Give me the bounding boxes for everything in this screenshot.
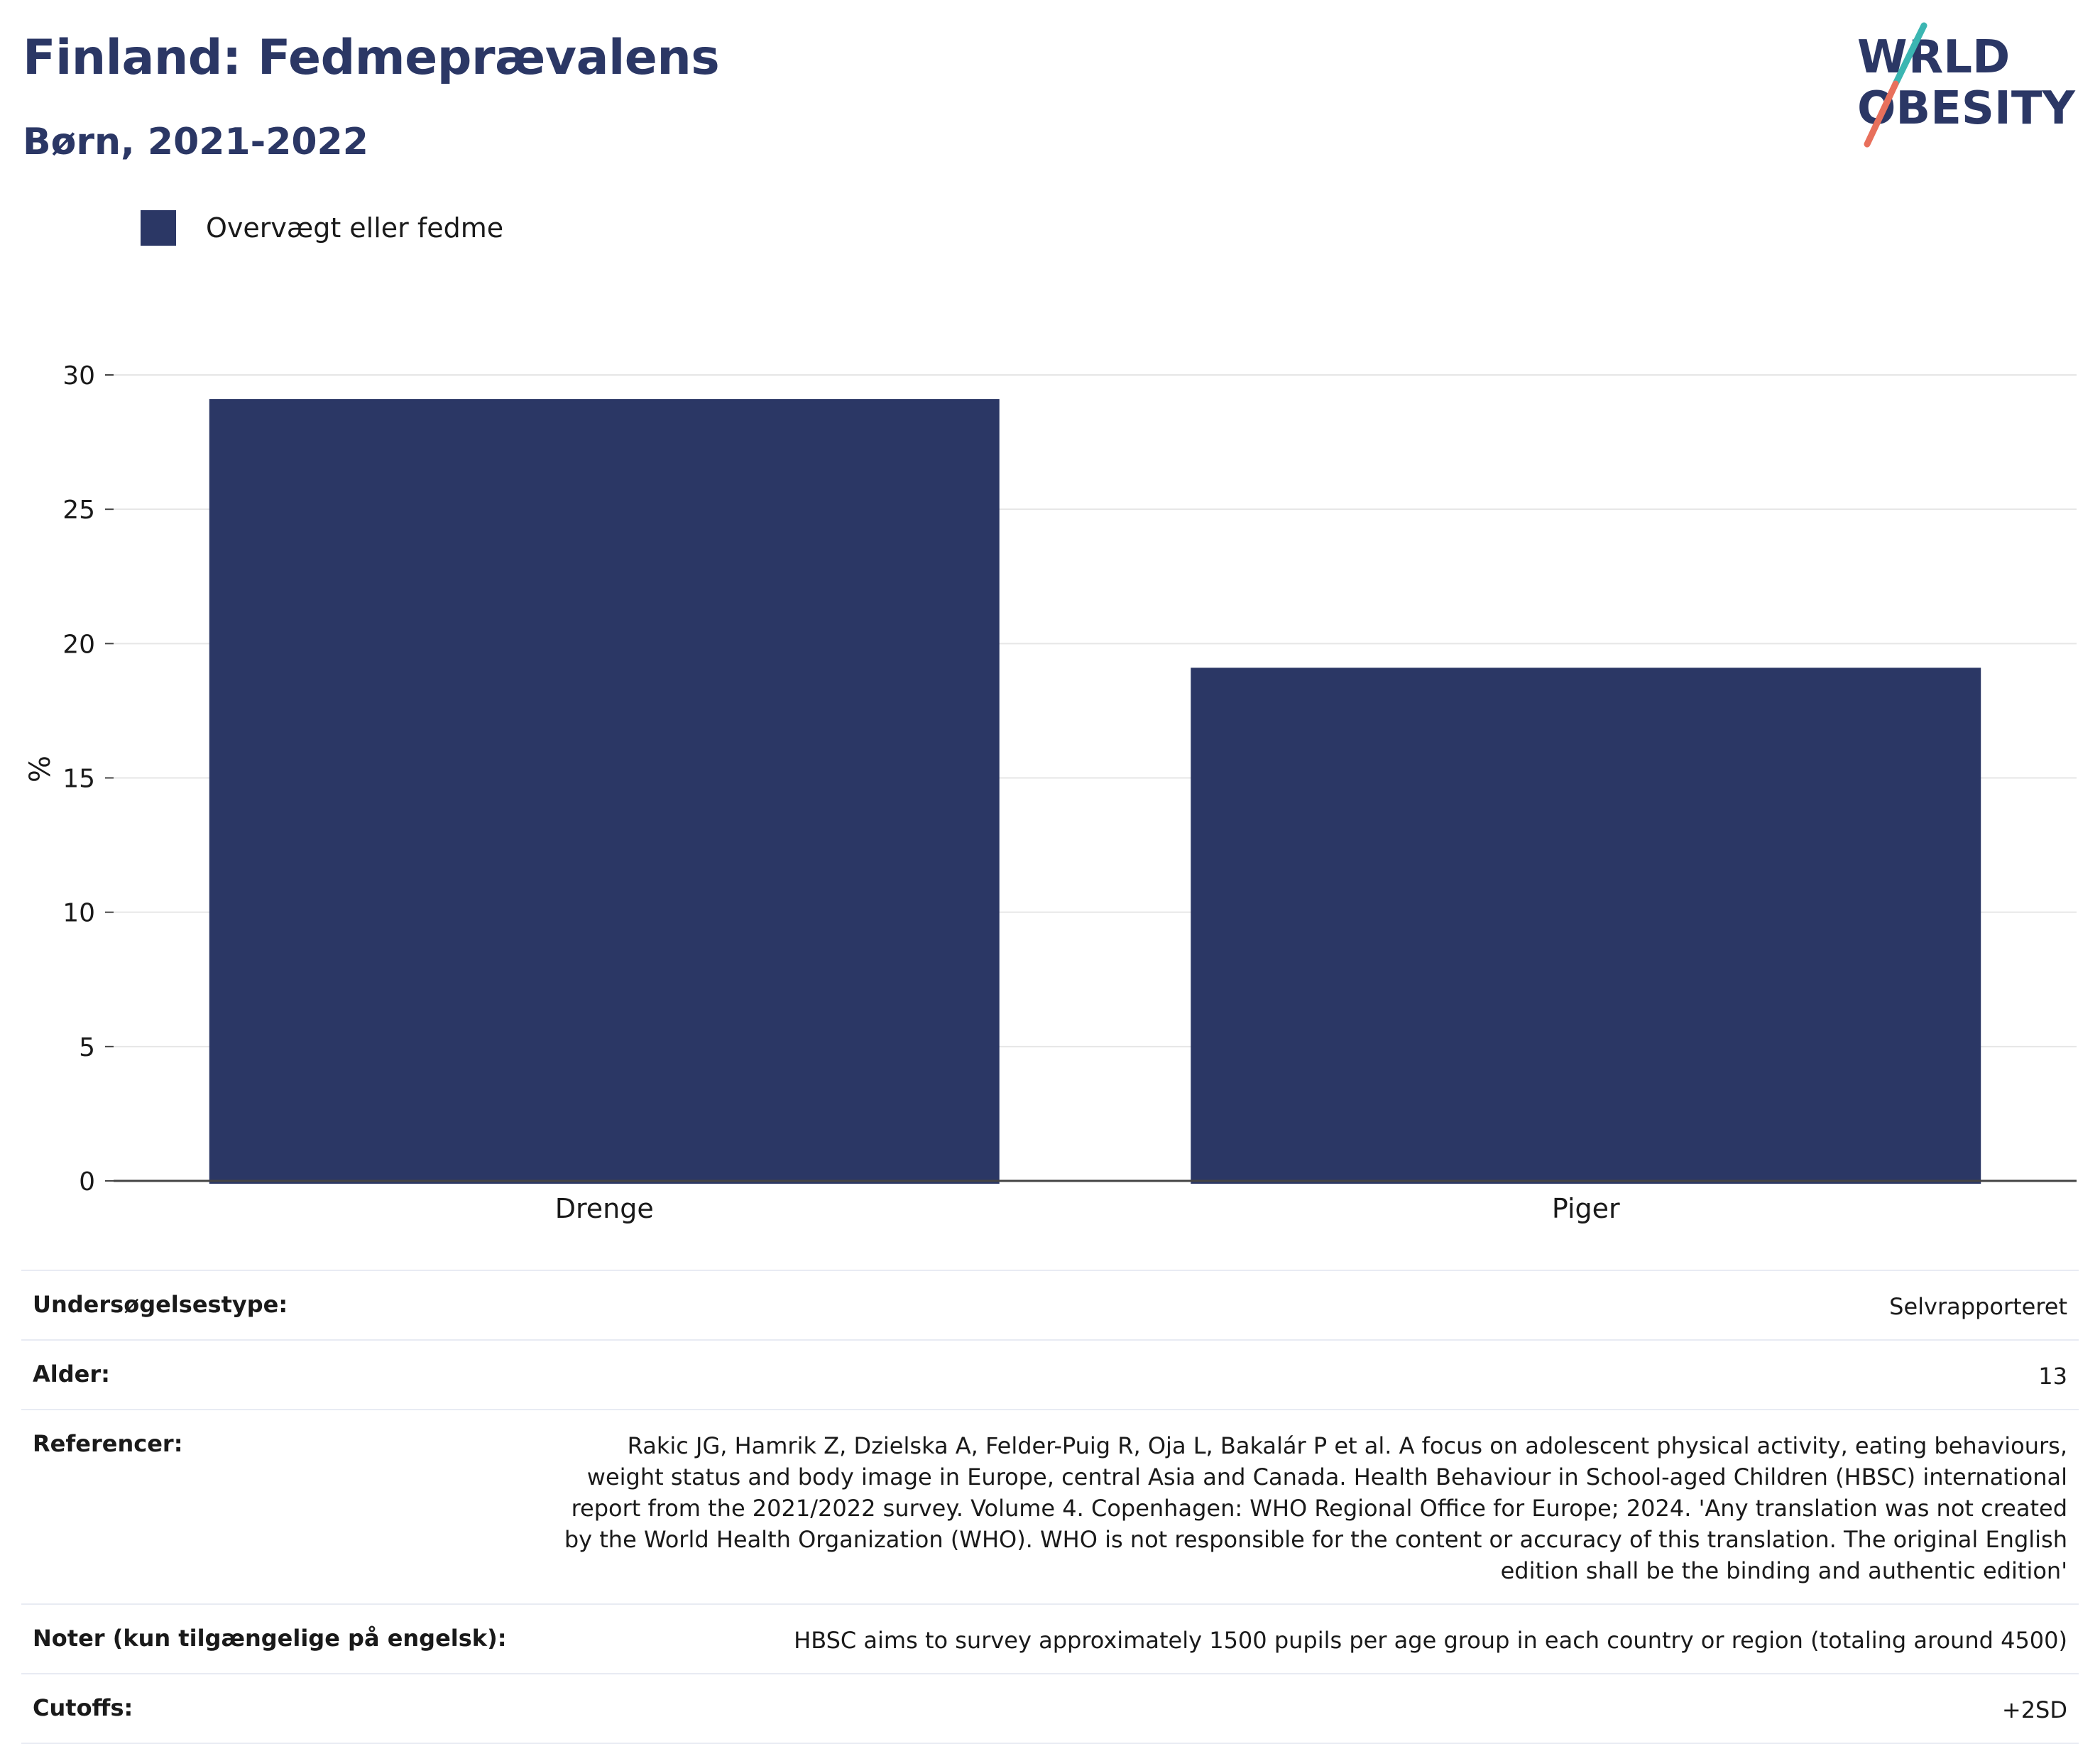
info-table: Undersøgelsestype: Selvrapporteret Alder… (21, 1270, 2079, 1744)
info-key: Referencer: (33, 1430, 183, 1457)
info-value: Selvrapporteret (1889, 1293, 2067, 1320)
info-key: Alder: (33, 1361, 110, 1388)
bar-chart: 0 5 10 15 20 25 30 Drenge Piger (62, 361, 2077, 1224)
world-obesity-logo: W RLD OBESITY (1857, 22, 2075, 148)
legend-label: Overvægt eller fedme (206, 212, 504, 244)
info-row-survey-type: Undersøgelsestype: Selvrapporteret (21, 1270, 2079, 1339)
y-tick-label: 15 (62, 765, 95, 794)
info-row-cutoffs: Cutoffs: +2SD (21, 1673, 2079, 1744)
page-title: Finland: Fedmeprævalens (23, 30, 720, 86)
y-tick-label: 0 (79, 1167, 95, 1197)
y-tick-label: 5 (79, 1033, 95, 1062)
legend-swatch (141, 210, 176, 246)
info-row-age: Alder: 13 (21, 1339, 2079, 1409)
info-key: Cutoffs: (33, 1694, 133, 1721)
info-value: 13 (2038, 1363, 2067, 1390)
info-key: Noter (kun tilgængelige på engelsk): (33, 1625, 507, 1652)
info-value: +2SD (2001, 1696, 2067, 1723)
x-tick-label: Piger (1552, 1193, 1620, 1224)
y-tick-label: 30 (62, 361, 95, 391)
bar-drenge (209, 399, 1000, 1184)
y-tick-label: 25 (62, 496, 95, 525)
info-row-notes: Noter (kun tilgængelige på engelsk): HBS… (21, 1603, 2079, 1673)
bar-piger (1191, 667, 1981, 1184)
chart-legend: Overvægt eller fedme (141, 210, 503, 246)
svg-text:RLD: RLD (1908, 31, 2010, 84)
page-subtitle: Børn, 2021-2022 (23, 121, 368, 163)
info-row-references: Referencer: Rakic JG, Hamrik Z, Dzielska… (21, 1409, 2079, 1603)
info-key: Undersøgelsestype: (33, 1291, 288, 1318)
y-axis-label: % (24, 755, 58, 783)
x-tick-label: Drenge (555, 1193, 654, 1224)
info-value: Rakic JG, Hamrik Z, Dzielska A, Felder-P… (564, 1432, 2067, 1584)
y-tick-label: 20 (62, 630, 95, 659)
y-tick-label: 10 (62, 899, 95, 928)
info-value: HBSC aims to survey approximately 1500 p… (794, 1627, 2067, 1654)
